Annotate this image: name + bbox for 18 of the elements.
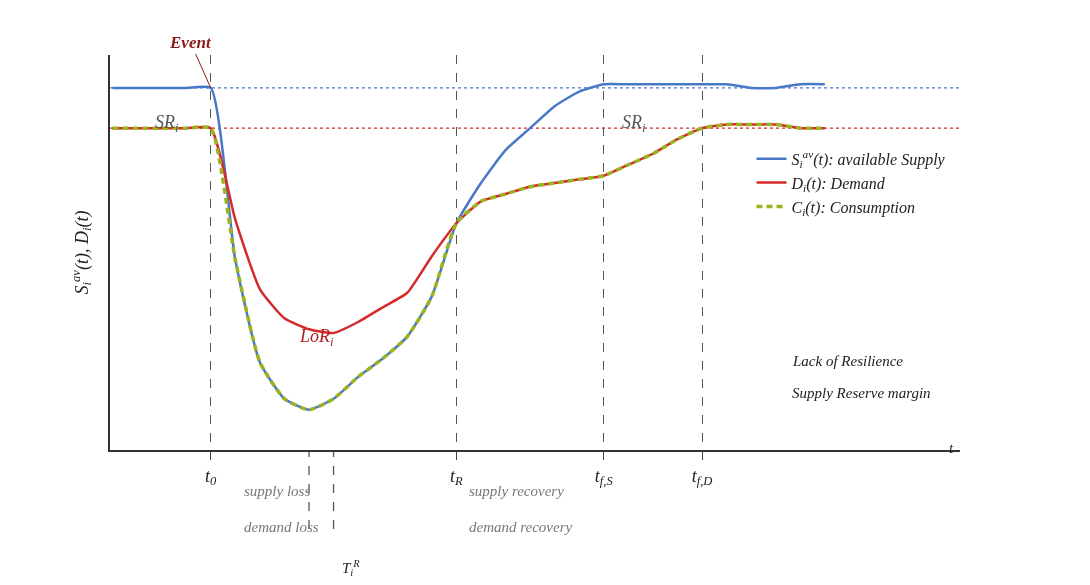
annotation: SR$_{i}$ — [155, 112, 179, 135]
x-tick-label: t$_{f,D}$ — [691, 465, 713, 489]
annotation: Event — [169, 33, 212, 52]
x-tick-label: t$_{0}$ — [205, 465, 218, 489]
text: demand loss — [244, 519, 319, 535]
text: supply loss — [244, 483, 311, 499]
annotation: Lack of Resilience — [792, 353, 904, 369]
text: t — [949, 440, 954, 456]
legend-label: D$_{i}$(t): Demand — [790, 174, 886, 195]
legend-label: C$_{i}$(t): Consumption — [791, 198, 916, 218]
annotation: Supply Reserve margin — [792, 385, 931, 401]
text: demand recovery — [469, 519, 573, 535]
legend-label: S$_{i}$$^{av}$(t): available Supply — [791, 148, 946, 171]
text: supply recovery — [469, 483, 565, 499]
x-tick-label: t$_{f,S}$ — [594, 465, 614, 489]
annotation: LoR$_{i}$ — [299, 326, 335, 349]
x-tick-label: t$_{R}$ — [450, 465, 464, 489]
annotation: SR$_{i}$ — [622, 112, 646, 135]
